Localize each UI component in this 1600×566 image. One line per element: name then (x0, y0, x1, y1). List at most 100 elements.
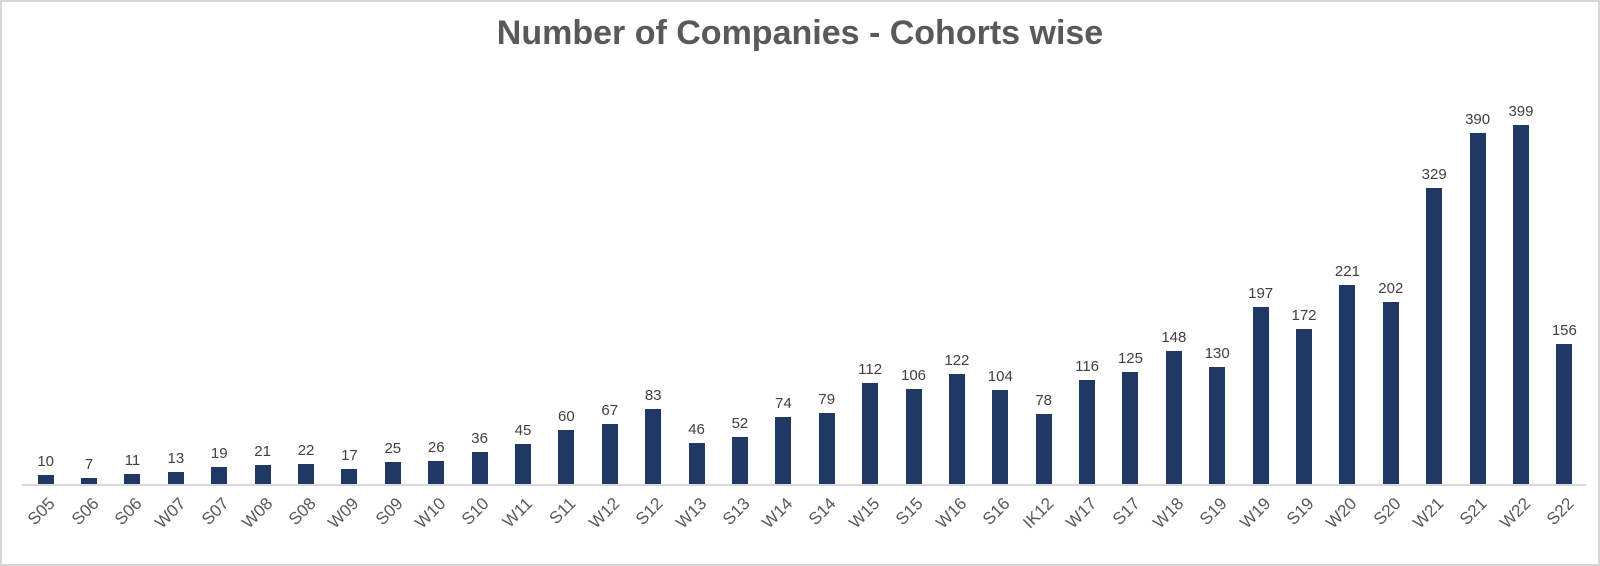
bar (1035, 414, 1052, 484)
x-axis-tick-label: S09 (371, 494, 407, 529)
bar-value-label: 13 (167, 450, 185, 467)
bar-value-label: 390 (1465, 111, 1491, 128)
bar-column: 156 S22 (1543, 322, 1586, 529)
bar (1512, 125, 1529, 484)
x-axis-tick-label: W12 (585, 494, 624, 533)
x-axis-tick-label: S08 (284, 494, 320, 529)
bar-column: 329 W21 (1409, 166, 1456, 532)
x-axis-tick-label: S05 (24, 494, 60, 529)
bar-column: 36 S10 (458, 430, 501, 529)
bar (167, 472, 184, 484)
bar-column: 13 W07 (151, 450, 197, 532)
bar-column: 79 S14 (805, 391, 848, 529)
bar (1426, 188, 1443, 484)
bar (645, 409, 662, 484)
bar-value-label: 74 (774, 395, 792, 412)
bar (81, 478, 98, 484)
x-axis-tick-label: S19 (1195, 494, 1231, 529)
bar-value-label: 19 (210, 445, 228, 462)
bar-column: 202 S20 (1369, 280, 1412, 529)
bar (731, 437, 748, 484)
bar-column: 106 S15 (892, 367, 935, 529)
bar (514, 444, 531, 484)
chart-title: Number of Companies - Cohorts wise (496, 14, 1104, 52)
bar-value-label: 197 (1248, 285, 1274, 302)
bar-column: 74 W14 (759, 395, 805, 532)
bar-value-label: 22 (297, 442, 315, 459)
bar-value-label: 36 (471, 430, 488, 447)
bar-column: 26 W10 (411, 439, 458, 532)
bar-column: 122 W16 (932, 352, 978, 532)
bar (818, 413, 835, 484)
bar (905, 389, 922, 484)
bar-column: 130 S19 (1196, 345, 1239, 529)
bar-value-label: 122 (944, 352, 970, 369)
x-axis-tick-label: W14 (758, 494, 797, 533)
bar (211, 467, 228, 484)
bar-column: 390 S21 (1456, 111, 1499, 529)
bar (1079, 380, 1096, 484)
bar (37, 475, 54, 484)
x-axis-tick-label: W22 (1496, 494, 1535, 533)
bar (688, 443, 705, 484)
bar (948, 374, 965, 484)
x-axis-tick-label: W19 (1235, 494, 1275, 533)
bar (428, 461, 445, 484)
bar (1122, 372, 1139, 484)
x-axis-tick-label: S06 (67, 494, 103, 529)
bar-column: 45 W11 (499, 422, 544, 531)
bar-value-label: 11 (124, 452, 141, 469)
bar (341, 469, 358, 484)
bar-column: 11 S06 (111, 452, 154, 529)
x-axis-tick-label: S06 (111, 494, 146, 529)
x-axis-tick-label: W21 (1409, 494, 1448, 533)
bar-column: 22 S08 (284, 442, 327, 529)
bar (254, 465, 271, 484)
bar (1209, 367, 1226, 484)
x-axis-tick-label: W07 (151, 494, 190, 533)
bar-value-label: 202 (1378, 280, 1404, 297)
bar (471, 452, 488, 484)
bar-value-label: 7 (84, 456, 94, 473)
bar (1165, 351, 1182, 484)
x-axis-tick-label: S11 (545, 494, 580, 528)
bar-value-label: 25 (384, 440, 402, 457)
bar (558, 430, 575, 484)
bar-column: 7 S06 (67, 456, 110, 529)
x-axis-tick-label: W13 (671, 494, 710, 533)
bar-value-label: 10 (37, 453, 55, 470)
bar-column: 148 W18 (1149, 329, 1195, 532)
bars-row: 10 S05 7 S06 11 S06 13 W07 19 S07 21 W08 22 S08 17 W09 2… (24, 103, 1586, 532)
x-axis-tick-label: W11 (499, 494, 537, 532)
x-axis-tick-label: W10 (411, 494, 450, 533)
x-axis-tick-label: S17 (1109, 494, 1144, 529)
bar (1339, 285, 1356, 484)
bar (384, 462, 401, 484)
bar-column: 172 S19 (1282, 307, 1325, 529)
x-axis-tick-label: S13 (718, 494, 754, 529)
bar-value-label: 399 (1508, 103, 1534, 120)
bar-column: 221 W20 (1323, 263, 1369, 532)
bar-value-label: 26 (427, 439, 445, 456)
bar (1296, 329, 1313, 484)
bar-column: 116 W17 (1062, 358, 1108, 532)
bar-column: 19 S07 (198, 445, 241, 529)
x-axis-tick-label: S22 (1542, 494, 1578, 529)
bar (1382, 302, 1399, 484)
x-axis-tick-label: W08 (237, 494, 277, 533)
bar (775, 417, 792, 484)
x-axis-tick-label: S16 (978, 494, 1014, 529)
bar (1556, 344, 1573, 484)
bar-value-label: 104 (987, 368, 1013, 385)
bar-column: 67 W12 (585, 402, 631, 532)
bar-value-label: 60 (558, 408, 575, 425)
bar (1252, 307, 1269, 484)
bar-value-label: 329 (1421, 166, 1447, 183)
bar-value-label: 83 (644, 387, 662, 404)
bar-value-label: 156 (1551, 322, 1577, 339)
x-axis-tick-label: W09 (324, 494, 363, 533)
x-axis-tick-label: S15 (892, 494, 927, 529)
bar-value-label: 148 (1161, 329, 1187, 346)
x-axis-tick-label: W15 (845, 494, 884, 533)
